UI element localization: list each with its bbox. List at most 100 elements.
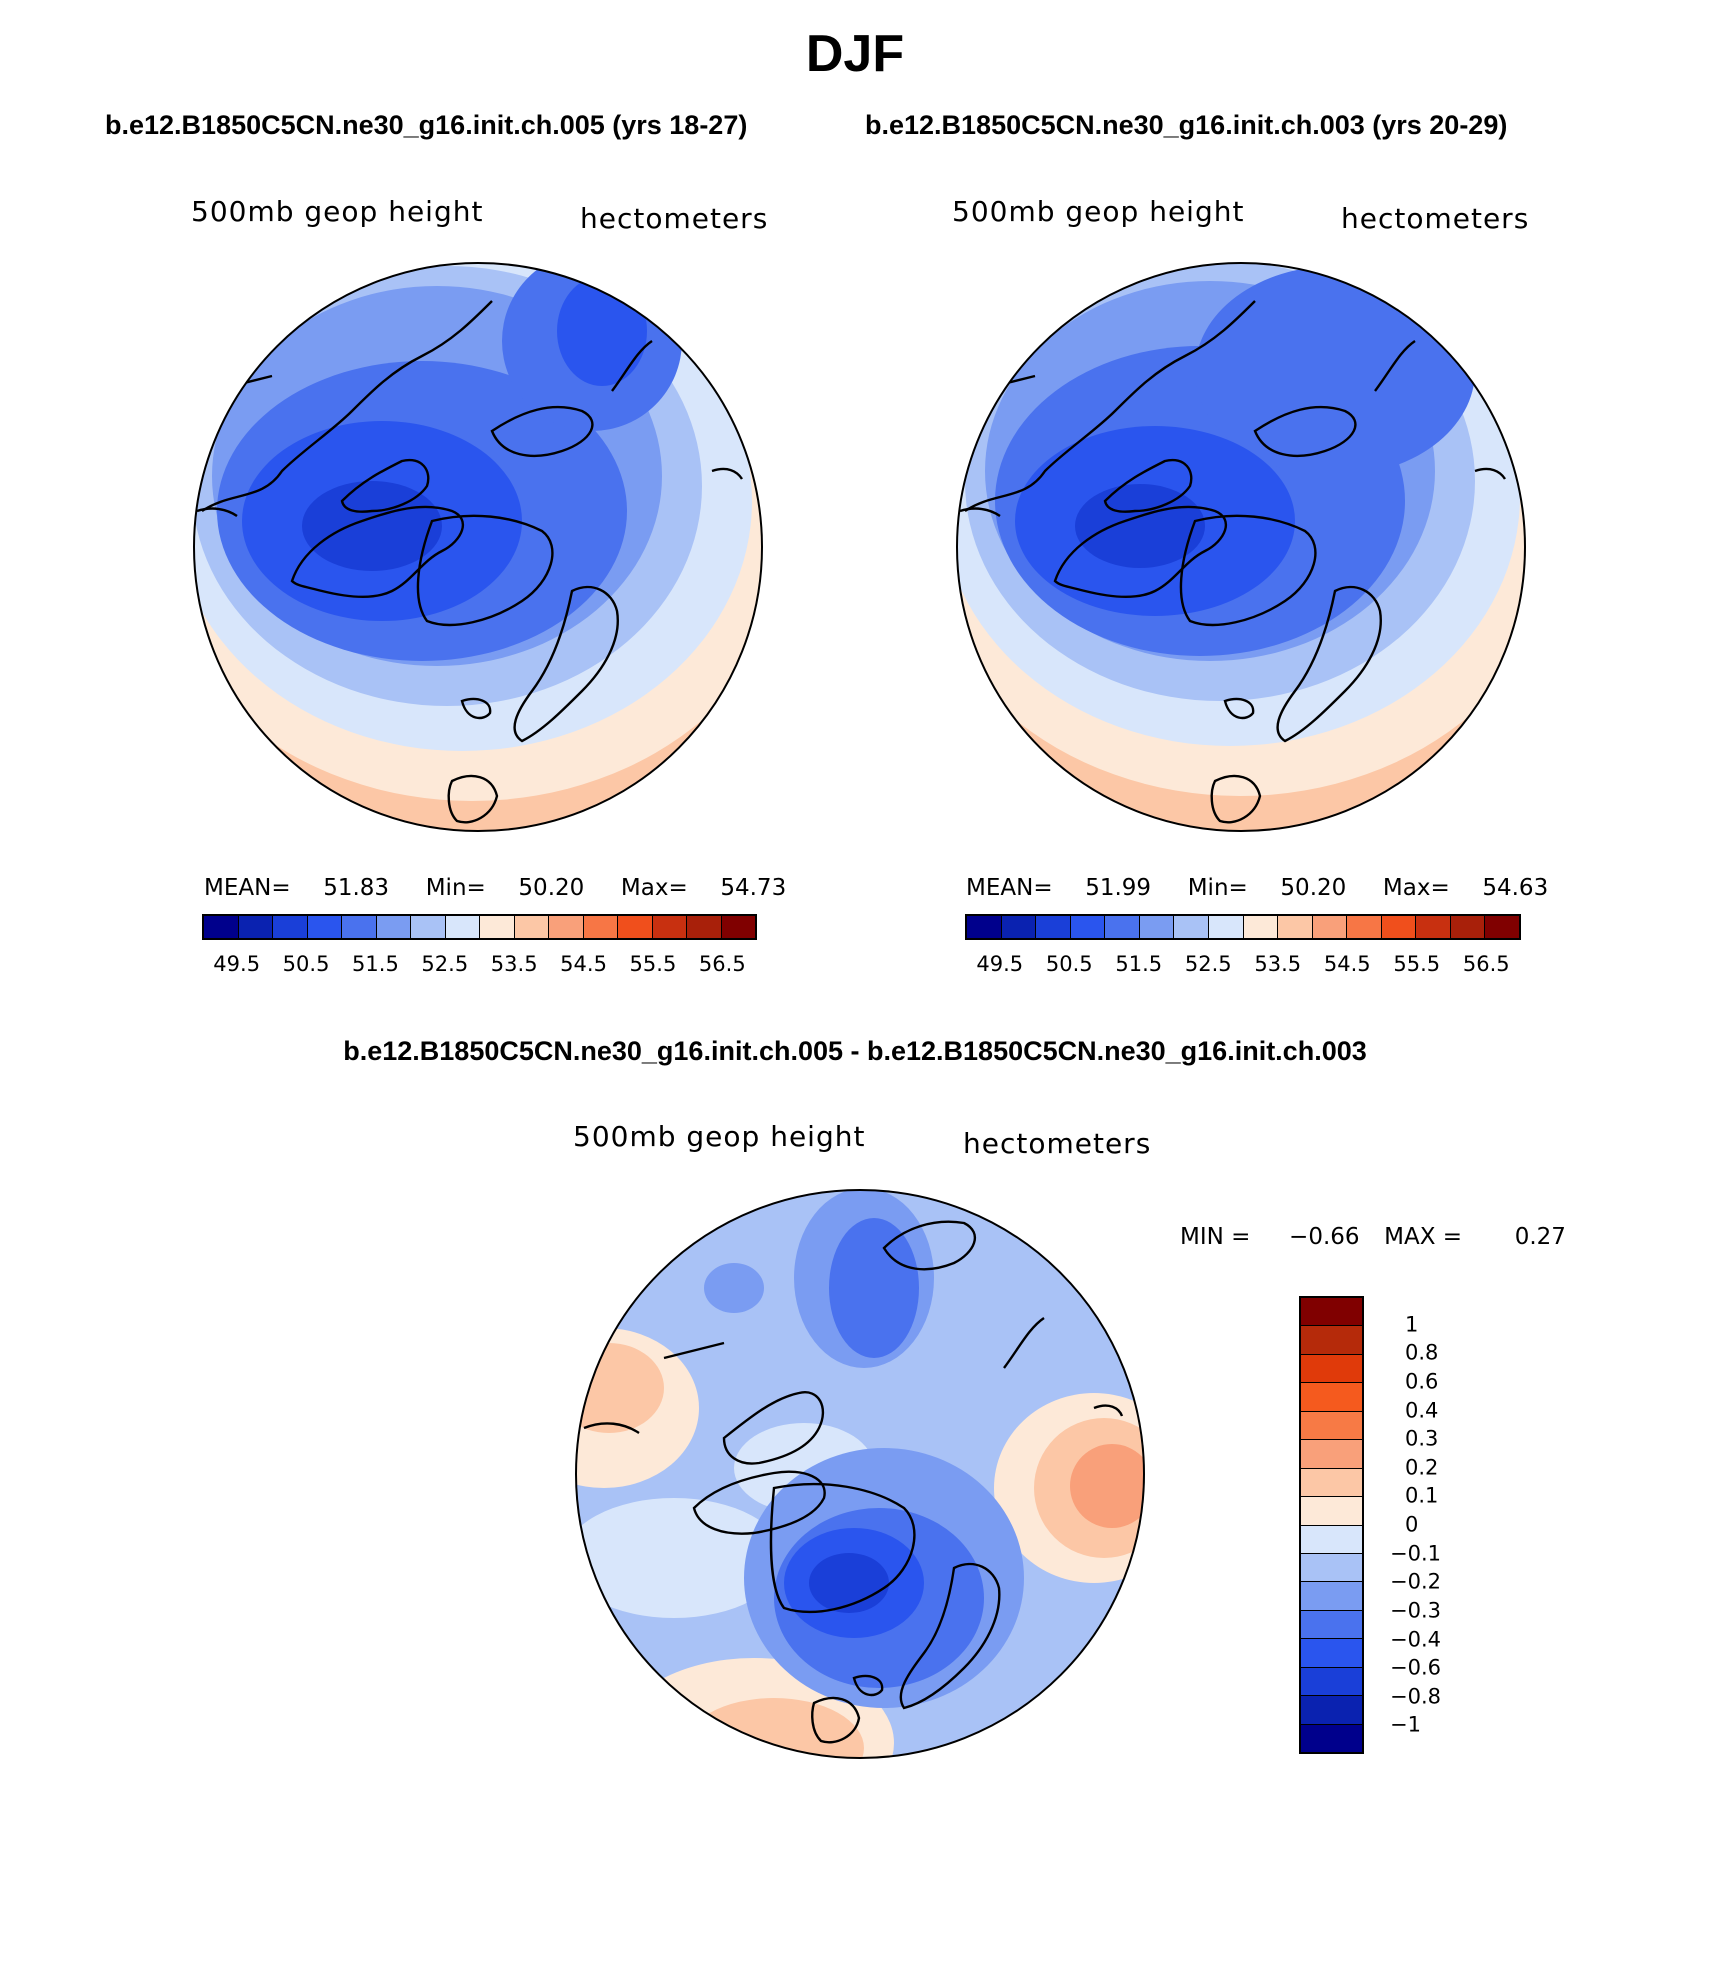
difference-colorbar-cell	[1301, 1326, 1362, 1355]
panel-2-colorbar-cell	[1139, 916, 1175, 938]
panel-2-colorbar-cell	[1347, 916, 1382, 938]
panel-1-units-label: hectometers	[580, 202, 769, 235]
panel-1-mean-value: 51.83	[323, 875, 390, 901]
difference-min-value: −0.66	[1289, 1224, 1360, 1250]
difference-max-value: 0.27	[1514, 1224, 1566, 1250]
panel-2-colorbar-tick: 55.5	[1393, 952, 1441, 976]
panel-1-colorbar-cell	[721, 916, 755, 938]
panel-2-colorbar-tick: 53.5	[1254, 952, 1302, 976]
panel-1-colorbar-cell	[273, 916, 308, 938]
difference-min-label: MIN =	[1180, 1224, 1251, 1250]
difference-colorbar-cell	[1301, 1440, 1362, 1469]
panel-2-subtitle: b.e12.B1850C5CN.ne30_g16.init.ch.003 (yr…	[865, 110, 1508, 140]
panel-2-colorbar	[965, 914, 1521, 940]
difference-colorbar-label: −0.1	[1390, 1541, 1441, 1566]
panel-2-max-label: Max=	[1382, 875, 1450, 901]
difference-colorbar-label: 0.1	[1405, 1483, 1439, 1508]
difference-colorbar-cell	[1301, 1724, 1362, 1752]
panel-2-stats: MEAN= 51.99 Min= 50.20 Max= 54.63	[966, 877, 1548, 900]
panel-2-colorbar-cell	[967, 916, 1002, 938]
panel-2-colorbar-cell	[1278, 916, 1313, 938]
difference-units-label: hectometers	[963, 1127, 1152, 1160]
panel-2-colorbar-cell	[1485, 916, 1519, 938]
panel-2-colorbar-cell	[1001, 916, 1037, 938]
difference-colorbar-label: −0.8	[1390, 1684, 1441, 1709]
panel-1-colorbar-cell	[583, 916, 618, 938]
difference-colorbar-label: −0.3	[1390, 1598, 1441, 1623]
difference-max-label: MAX =	[1384, 1224, 1463, 1250]
difference-colorbar-label: −1	[1390, 1712, 1421, 1737]
difference-colorbar-cell	[1301, 1582, 1362, 1611]
difference-variable-label: 500mb geop height	[573, 1120, 866, 1153]
panel-2-colorbar-cell	[1243, 916, 1279, 938]
difference-subtitle: b.e12.B1850C5CN.ne30_g16.init.ch.005 - b…	[343, 1036, 1367, 1066]
panel-2-colorbar-cell	[1312, 916, 1348, 938]
panel-1-colorbar-cell	[307, 916, 342, 938]
panel-2-colorbar-tick: 56.5	[1462, 952, 1510, 976]
panel-1-colorbar-tick: 53.5	[490, 952, 538, 976]
panel-1-colorbar-cell	[411, 916, 446, 938]
panel-1-mean-label: MEAN=	[204, 875, 291, 901]
panel-1-colorbar-tick: 56.5	[698, 952, 746, 976]
panel-1-colorbar-tick: 55.5	[629, 952, 677, 976]
panel-2-mean-label: MEAN=	[966, 875, 1053, 901]
panel-1-colorbar-cell	[204, 916, 239, 938]
panel-1-colorbar-cell	[618, 916, 653, 938]
panel-2-colorbar-cell	[1036, 916, 1071, 938]
panel-1-max-value: 54.73	[720, 875, 787, 901]
panel-1-colorbar-cell	[376, 916, 411, 938]
difference-colorbar-cell	[1301, 1354, 1362, 1384]
panel-2-colorbar-cell	[1105, 916, 1140, 938]
difference-colorbar-label: 0.4	[1405, 1398, 1439, 1422]
panel-2-min-value: 50.20	[1280, 875, 1347, 901]
difference-stats: MIN = −0.66 MAX = 0.27	[1180, 1226, 1566, 1249]
panel-2-colorbar-cell	[1070, 916, 1106, 938]
difference-colorbar-label: −0.4	[1390, 1627, 1441, 1651]
panel-2-colorbar-cell	[1208, 916, 1244, 938]
panel-2-colorbar-tick: 49.5	[976, 952, 1024, 976]
difference-colorbar-cell	[1301, 1610, 1362, 1640]
panel-2-units-label: hectometers	[1341, 202, 1530, 235]
difference-colorbar-label: 1	[1405, 1312, 1419, 1337]
difference-colorbar-labels: 1 0.8 0.6 0.4 0.3 0.2 0.1 0 −0.1 −0.2 −0.3 −0.4 −0.6…	[1390, 1296, 1490, 1754]
panel-1-polar-map	[193, 262, 763, 832]
panel-1-colorbar-cell	[445, 916, 480, 938]
panel-1-colorbar-cell	[652, 916, 687, 938]
panel-1-subtitle: b.e12.B1850C5CN.ne30_g16.init.ch.005 (yr…	[105, 110, 748, 140]
difference-colorbar-cell	[1301, 1383, 1362, 1412]
difference-colorbar-label: 0	[1405, 1512, 1419, 1537]
panel-1-variable-label: 500mb geop height	[191, 195, 484, 228]
panel-1-min-label: Min=	[425, 875, 486, 901]
difference-colorbar-cell	[1301, 1497, 1362, 1526]
panel-2-mean-value: 51.99	[1085, 875, 1152, 901]
panel-2-min-label: Min=	[1187, 875, 1248, 901]
panel-2-colorbar-cell	[1174, 916, 1209, 938]
panel-2-colorbar-cell	[1450, 916, 1486, 938]
difference-colorbar-cell	[1301, 1411, 1362, 1441]
panel-2-colorbar-tick: 50.5	[1045, 952, 1093, 976]
panel-2-max-value: 54.63	[1482, 875, 1549, 901]
panel-1-colorbar-cell	[549, 916, 584, 938]
difference-colorbar	[1299, 1296, 1364, 1754]
difference-colorbar-cell	[1301, 1525, 1362, 1554]
panel-1-colorbar-tick: 54.5	[560, 952, 607, 976]
difference-colorbar-label: 0.2	[1405, 1455, 1439, 1480]
difference-colorbar-cell	[1301, 1639, 1362, 1668]
difference-colorbar-cell	[1301, 1696, 1362, 1725]
panel-1-colorbar-cell	[480, 916, 515, 938]
difference-colorbar-cell	[1301, 1298, 1362, 1327]
panel-1-max-label: Max=	[620, 875, 688, 901]
panel-1-colorbar-tick: 52.5	[421, 952, 469, 976]
panel-1-colorbar-cell	[238, 916, 273, 938]
panel-1-stats: MEAN= 51.83 Min= 50.20 Max= 54.73	[204, 877, 786, 900]
difference-colorbar-label: 0.6	[1405, 1369, 1439, 1394]
difference-polar-map	[575, 1189, 1145, 1759]
difference-colorbar-cell	[1301, 1553, 1362, 1583]
panel-1-colorbar	[202, 914, 757, 940]
panel-1-min-value: 50.20	[518, 875, 585, 901]
difference-colorbar-label: −0.6	[1390, 1655, 1441, 1680]
difference-colorbar-label: −0.2	[1390, 1569, 1441, 1594]
difference-colorbar-cell	[1301, 1667, 1362, 1697]
panel-2-colorbar-tick: 52.5	[1184, 952, 1232, 976]
panel-2-colorbar-ticks: 49.5 50.5 51.5 52.5 53.5 54.5 55.5 56.5	[965, 954, 1521, 980]
